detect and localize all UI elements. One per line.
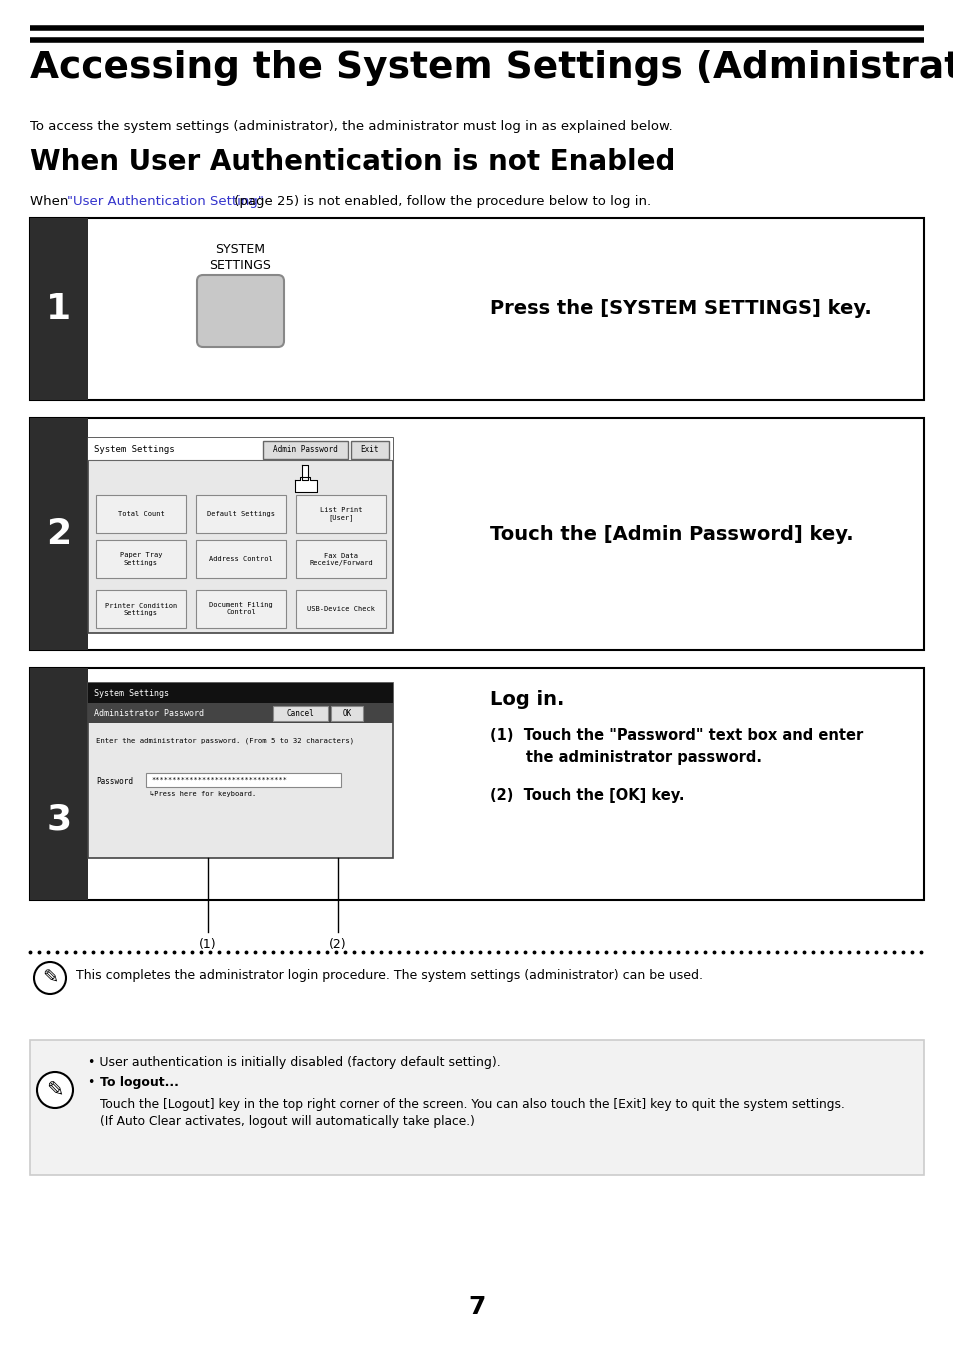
Bar xyxy=(88,438,393,634)
Text: Cancel: Cancel xyxy=(286,708,314,717)
Bar xyxy=(295,590,386,628)
Text: Address Control: Address Control xyxy=(209,557,273,562)
Text: 1: 1 xyxy=(47,292,71,326)
Text: 2: 2 xyxy=(47,517,71,551)
Text: • User authentication is initially disabled (factory default setting).: • User authentication is initially disab… xyxy=(88,1056,500,1069)
Text: Total Count: Total Count xyxy=(117,511,164,517)
Text: the administrator password.: the administrator password. xyxy=(490,750,761,765)
Text: Admin Password: Admin Password xyxy=(273,446,337,454)
Text: Printer Condition
Settings: Printer Condition Settings xyxy=(105,603,177,616)
Text: Administrator Password: Administrator Password xyxy=(94,708,204,717)
Bar xyxy=(195,540,286,578)
Bar xyxy=(263,440,348,459)
Text: USB-Device Check: USB-Device Check xyxy=(307,607,375,612)
Bar xyxy=(30,218,88,400)
Text: List Print
[User]: List Print [User] xyxy=(319,507,362,521)
Text: 3: 3 xyxy=(47,802,71,836)
Text: This completes the administrator login procedure. The system settings (administr: This completes the administrator login p… xyxy=(76,969,702,982)
Bar xyxy=(30,417,88,650)
Text: When: When xyxy=(30,195,72,208)
Text: SYSTEM
SETTINGS: SYSTEM SETTINGS xyxy=(209,243,271,272)
Polygon shape xyxy=(294,477,316,492)
Text: Document Filing
Control: Document Filing Control xyxy=(209,603,273,616)
Text: (1)  Touch the "Password" text box and enter: (1) Touch the "Password" text box and en… xyxy=(490,728,862,743)
Text: ********************************: ******************************** xyxy=(151,777,287,784)
Bar xyxy=(88,438,393,459)
Text: Default Settings: Default Settings xyxy=(207,511,274,517)
Bar xyxy=(273,707,328,721)
Text: Press the [SYSTEM SETTINGS] key.: Press the [SYSTEM SETTINGS] key. xyxy=(490,300,871,319)
Bar xyxy=(96,590,186,628)
Text: To logout...: To logout... xyxy=(100,1075,179,1089)
Text: System Settings: System Settings xyxy=(94,689,169,697)
Bar xyxy=(88,684,393,703)
Text: Touch the [Admin Password] key.: Touch the [Admin Password] key. xyxy=(490,524,853,543)
Text: Touch the [Logout] key in the top right corner of the screen. You can also touch: Touch the [Logout] key in the top right … xyxy=(100,1098,844,1128)
Bar xyxy=(30,417,923,650)
Text: Log in.: Log in. xyxy=(490,690,564,709)
Bar xyxy=(30,667,88,900)
Bar xyxy=(295,494,386,534)
Text: Accessing the System Settings (Administrator): Accessing the System Settings (Administr… xyxy=(30,50,953,86)
Text: Fax Data
Receive/Forward: Fax Data Receive/Forward xyxy=(309,553,373,566)
Text: To access the system settings (administrator), the administrator must log in as : To access the system settings (administr… xyxy=(30,120,672,132)
Bar xyxy=(96,540,186,578)
Text: Paper Tray
Settings: Paper Tray Settings xyxy=(120,553,162,566)
FancyBboxPatch shape xyxy=(196,276,284,347)
Bar xyxy=(88,703,393,723)
Bar xyxy=(331,707,363,721)
Text: Enter the administrator password. (From 5 to 32 characters): Enter the administrator password. (From … xyxy=(96,738,354,744)
Bar xyxy=(30,218,923,400)
Text: (1): (1) xyxy=(199,938,216,951)
Bar xyxy=(195,590,286,628)
Polygon shape xyxy=(302,465,308,480)
Bar xyxy=(146,773,340,788)
Bar xyxy=(351,440,389,459)
Text: 7: 7 xyxy=(468,1296,485,1319)
Circle shape xyxy=(34,962,66,994)
Text: When User Authentication is not Enabled: When User Authentication is not Enabled xyxy=(30,149,675,176)
Text: •: • xyxy=(88,1075,99,1089)
Circle shape xyxy=(37,1071,73,1108)
Text: ✎: ✎ xyxy=(46,1079,64,1100)
Text: (2)  Touch the [OK] key.: (2) Touch the [OK] key. xyxy=(490,788,684,802)
Bar xyxy=(195,494,286,534)
Text: ✎: ✎ xyxy=(42,969,58,988)
Bar xyxy=(88,684,393,858)
Text: ↳Press here for keyboard.: ↳Press here for keyboard. xyxy=(150,790,256,797)
Bar xyxy=(96,494,186,534)
Bar xyxy=(30,667,923,900)
Text: (2): (2) xyxy=(329,938,347,951)
Text: "User Authentication Setting": "User Authentication Setting" xyxy=(67,195,264,208)
Bar xyxy=(295,540,386,578)
Text: Password: Password xyxy=(96,777,132,785)
Bar xyxy=(30,1040,923,1175)
Text: OK: OK xyxy=(342,708,352,717)
Text: (page 25) is not enabled, follow the procedure below to log in.: (page 25) is not enabled, follow the pro… xyxy=(230,195,651,208)
Text: System Settings: System Settings xyxy=(94,444,174,454)
Text: Exit: Exit xyxy=(360,446,379,454)
